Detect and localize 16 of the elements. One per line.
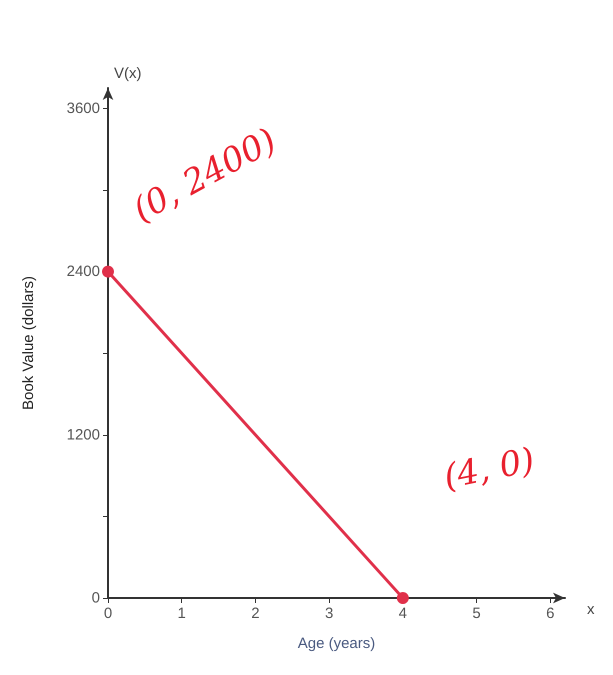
text: x	[587, 601, 595, 618]
y-tick-label: 0	[92, 590, 100, 606]
y-tick-label: 3600	[66, 100, 100, 117]
x-tick-label: 3	[324, 605, 334, 622]
annotation: (4, 0)	[440, 440, 538, 498]
y-tick-label: 1200	[66, 426, 100, 444]
y-tick-label: 2400	[66, 263, 100, 280]
x-tick-label: 4	[398, 605, 408, 622]
y-axis-title: Book Value (dollars)	[20, 276, 37, 410]
x-tick-label: 0	[104, 605, 112, 622]
text: V(x)	[114, 65, 142, 82]
x-tick-label: 2	[251, 605, 260, 622]
x-tick-label: 5	[472, 605, 481, 622]
x-axis-title: Age (years)	[298, 635, 376, 652]
x-tick-label: 6	[546, 605, 554, 622]
x-tick-label: 1	[178, 605, 186, 622]
